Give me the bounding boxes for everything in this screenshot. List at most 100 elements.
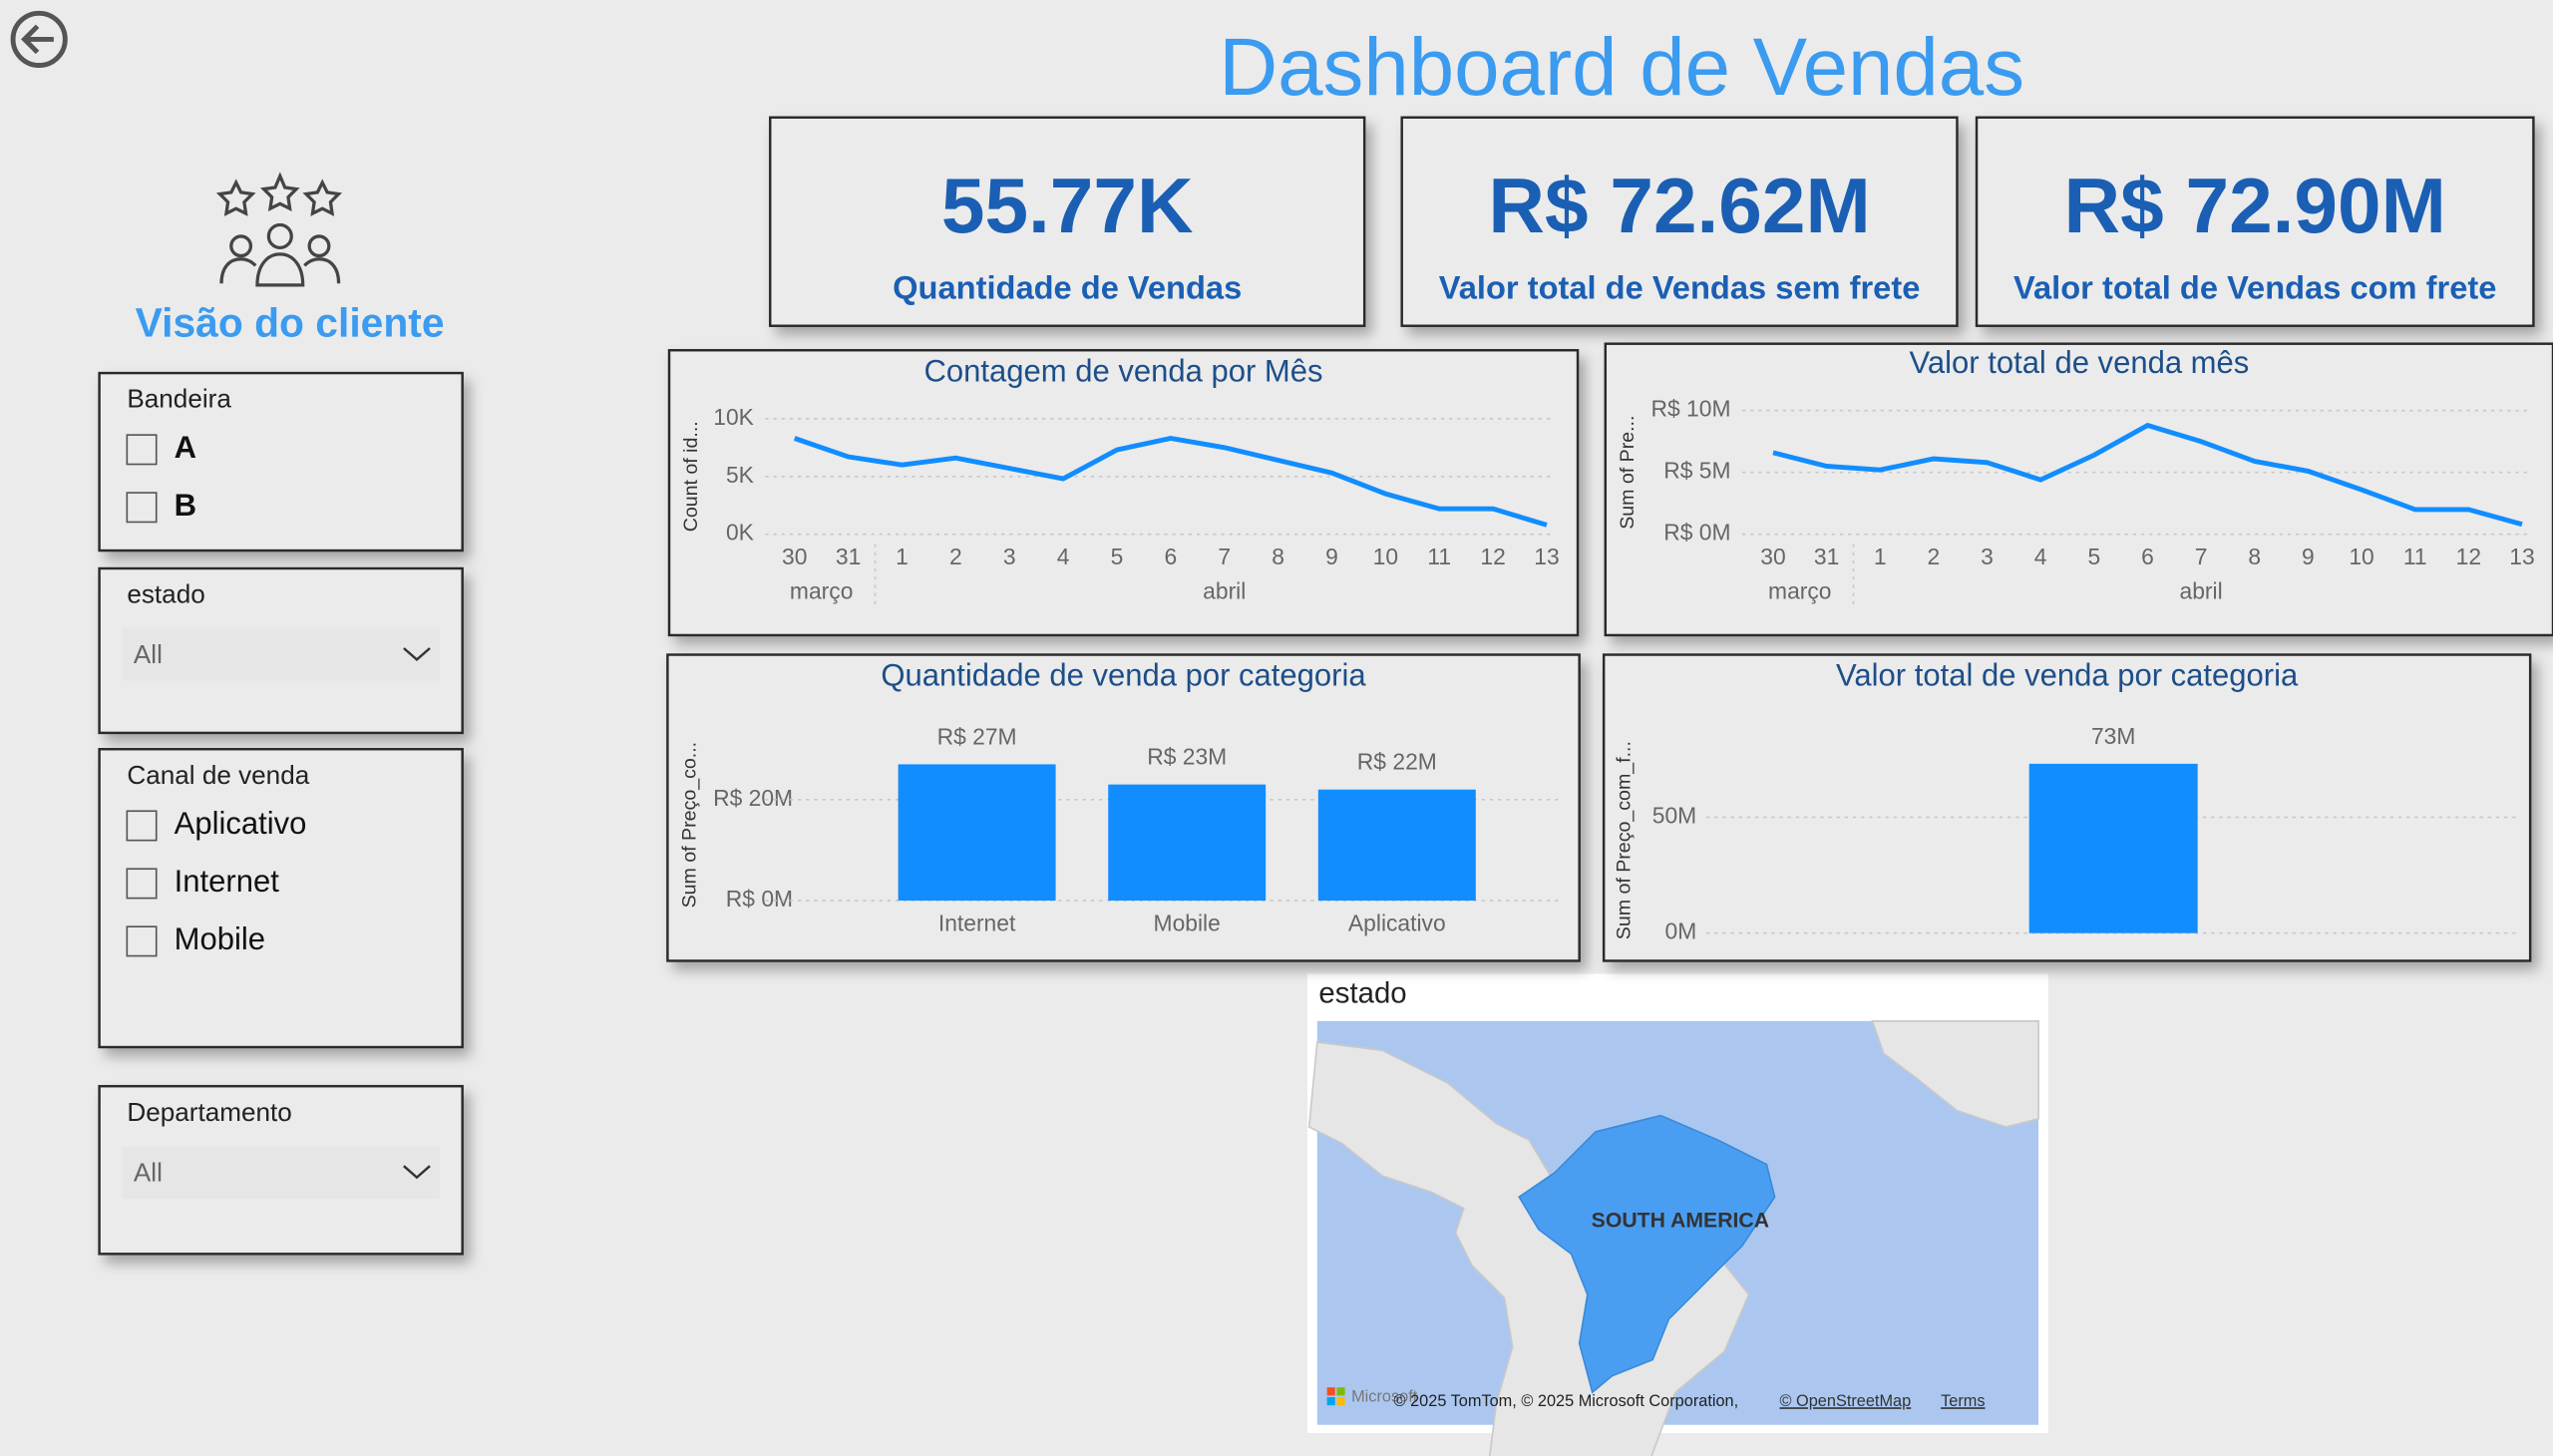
kpi-panel: [1975, 116, 2535, 327]
kpi-label: Quantidade de Vendas: [893, 268, 1242, 305]
checkbox[interactable]: [126, 810, 158, 842]
kpi-card: R$ 72.62M Valor total de Vendas sem frete: [1400, 116, 1959, 327]
chart-title: Valor total de venda por categoria: [1836, 658, 2299, 693]
kpi-label: Valor total de Vendas sem frete: [1439, 268, 1921, 305]
checkbox[interactable]: [126, 434, 158, 466]
kpi-panel: [1400, 116, 1959, 327]
slicer-option[interactable]: Aplicativo: [175, 806, 307, 841]
chart-title: Contagem de venda por Mês: [924, 353, 1323, 388]
x-tick-label: Aplicativo: [1348, 910, 1446, 936]
y-tick-label: R$ 5M: [1663, 458, 1730, 484]
sidebar-title: Visão do cliente: [136, 300, 445, 346]
slicer-title: Departamento: [127, 1097, 291, 1127]
x-tick-label: 5: [2087, 544, 2100, 569]
dropdown[interactable]: All: [122, 1146, 440, 1199]
dropdown-arrow[interactable]: [403, 647, 431, 662]
dropdown-box[interactable]: [122, 1146, 440, 1199]
line-chart: Contagem de venda por Mês Count of id... 0…: [667, 349, 1580, 637]
dropdown-value[interactable]: All: [134, 1157, 163, 1187]
y-tick-label: R$ 0M: [1663, 520, 1730, 546]
line-chart: Valor total de venda mês Sum of Pre... R$ …: [1604, 342, 2553, 637]
bar: [1108, 784, 1267, 902]
x-tick-label: 30: [782, 544, 807, 569]
customer-icon: [215, 172, 343, 287]
x-tick-label: 1: [1874, 544, 1887, 569]
map-logo: Microsoft: [1351, 1387, 1418, 1405]
y-tick-label: 0M: [1664, 918, 1696, 944]
data-label: R$ 27M: [937, 723, 1017, 749]
slicer-option[interactable]: Mobile: [175, 921, 265, 956]
x-tick-label: 6: [1165, 544, 1178, 569]
chart-panel: [1604, 342, 2553, 637]
x-tick-label: 11: [1427, 544, 1451, 569]
x-tick-label: 11: [2403, 544, 2427, 569]
kpi-value: 55.77K: [941, 162, 1194, 249]
slicer-panel: [98, 371, 464, 552]
x-tick-label: 12: [2456, 544, 2481, 569]
slicer: Canal de venda Aplicativo Internet Mobile: [98, 748, 464, 1049]
slicer-option[interactable]: Internet: [175, 864, 280, 899]
dropdown-box[interactable]: [122, 628, 440, 681]
slicer-option[interactable]: A: [175, 430, 196, 465]
bar: [898, 764, 1056, 902]
x-tick-label: 12: [1480, 544, 1505, 569]
map-visual: estado SOUTH AMERICA Microsoft © 2025 To…: [1307, 973, 2048, 1456]
slicer: Bandeira AB: [98, 371, 464, 552]
x-tick-label: 10: [1373, 544, 1398, 569]
y-axis-title: Sum of Pre...: [1617, 416, 1639, 530]
checkbox[interactable]: [126, 492, 158, 524]
x-group-label: abril: [1203, 578, 1246, 604]
kpi-card: R$ 72.90M Valor total de Vendas com frete: [1975, 116, 2535, 327]
map-title: estado: [1318, 977, 1406, 1010]
dropdown-arrow[interactable]: [403, 1165, 431, 1180]
y-tick-label: 5K: [726, 462, 754, 488]
checkbox[interactable]: [126, 868, 158, 900]
map-region-label: SOUTH AMERICA: [1592, 1209, 1769, 1232]
bar-chart: Quantidade de venda por categoria Sum of …: [666, 653, 1581, 962]
kpi-card: 55.77K Quantidade de Vendas: [769, 116, 1366, 327]
dropdown-value[interactable]: All: [134, 639, 163, 669]
checkbox[interactable]: [126, 925, 158, 957]
bar: [1317, 789, 1476, 902]
line: [1772, 422, 2523, 528]
slicer-title: estado: [127, 579, 204, 609]
slicer-title: Canal de venda: [127, 760, 309, 790]
map-terms-link[interactable]: Terms: [1941, 1392, 1985, 1410]
x-tick-label: 9: [1325, 544, 1338, 569]
x-group-label: março: [1768, 578, 1831, 604]
data-label: R$ 23M: [1147, 744, 1227, 770]
x-tick-label: 4: [2034, 544, 2047, 569]
slicer-title: Bandeira: [127, 384, 231, 414]
x-tick-label: 5: [1111, 544, 1124, 569]
x-tick-label: 3: [1003, 544, 1016, 569]
x-tick-label: 31: [1814, 544, 1839, 569]
bar: [2028, 763, 2198, 933]
y-tick-label: 10K: [713, 404, 754, 430]
x-group-label: abril: [2180, 578, 2223, 604]
bar-chart: Valor total de venda por categoria Sum of…: [1602, 653, 2532, 962]
x-group-label: março: [790, 578, 853, 604]
x-tick-label: 10: [2349, 544, 2373, 569]
slicer-option[interactable]: B: [175, 488, 196, 523]
x-tick-label: Internet: [938, 910, 1016, 936]
map-attribution: © 2025 TomTom, © 2025 Microsoft Corporat…: [1394, 1392, 1739, 1410]
y-axis-title: Sum of Preço_com_f...: [1614, 741, 1636, 939]
map-osm-link[interactable]: © OpenStreetMap: [1779, 1392, 1911, 1410]
y-tick-label: R$ 0M: [726, 886, 793, 911]
x-tick-label: 9: [2302, 544, 2315, 569]
kpi-panel: [769, 116, 1366, 327]
x-tick-label: 3: [1981, 544, 1994, 569]
x-tick-label: 6: [2141, 544, 2154, 569]
y-tick-label: 0K: [726, 520, 754, 546]
slicer: estado All: [98, 566, 464, 735]
data-label: 73M: [2091, 723, 2135, 749]
slicer-panel: [98, 748, 464, 1049]
dropdown[interactable]: All: [122, 628, 440, 681]
page-title: Dashboard de Vendas: [1219, 22, 2024, 113]
kpi-label: Valor total de Vendas com frete: [2013, 268, 2496, 305]
x-tick-label: 2: [1928, 544, 1941, 569]
x-tick-label: 8: [1272, 544, 1284, 569]
back-button[interactable]: [10, 10, 68, 68]
